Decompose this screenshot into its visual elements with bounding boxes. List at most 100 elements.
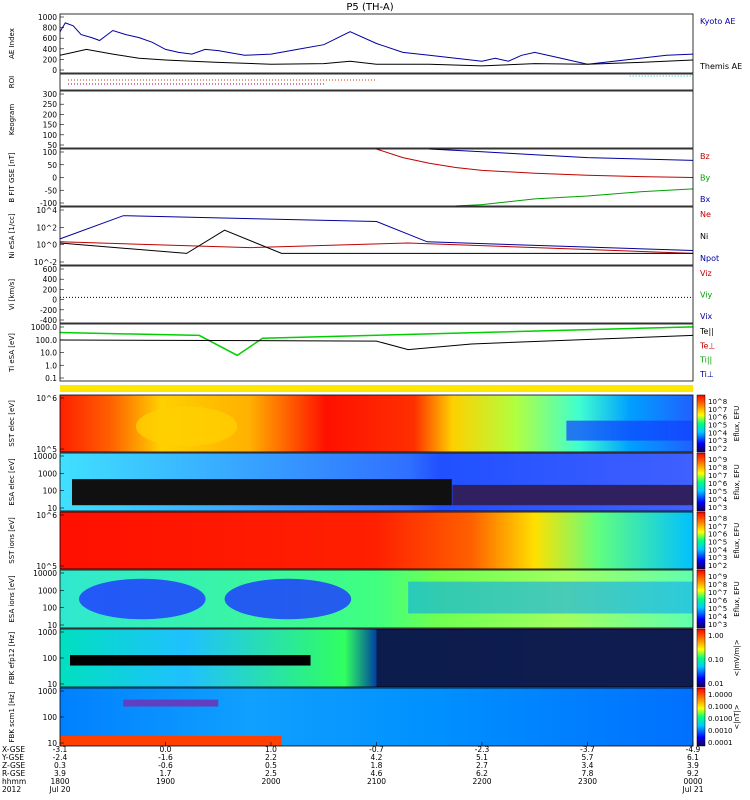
x-tick-value: 0.0: [160, 745, 172, 754]
x-row-label: 2012: [2, 785, 21, 794]
colorbar-tick: 10^7: [708, 472, 727, 480]
legend-ti⊥: Ti⊥: [699, 370, 714, 379]
ytick: 1000.0: [31, 323, 57, 332]
series-kyoto-ae: [59, 22, 694, 65]
ytick: 10.0: [40, 349, 57, 358]
ytick: 50: [47, 141, 57, 150]
series-by: [455, 188, 694, 207]
x-tick-value: 9.2: [687, 769, 699, 778]
x-tick-value: 2.2: [265, 753, 277, 762]
colorbar-tick: 10^5: [708, 422, 727, 430]
x-axis-labels: X-GSEY-GSEZ-GSER-GSEhhmm2012-3.1-2.40.33…: [1, 742, 704, 794]
x-tick-value: -4.9: [686, 745, 701, 754]
ytick: 50: [47, 161, 57, 170]
ytick: 600: [43, 34, 58, 43]
x-tick-value: -2.3: [475, 745, 490, 754]
x-tick-value: -3.1: [53, 745, 68, 754]
panel-ni: Ni eSA [1/cc] 10^4 10^2 10^0 10^-2 Ne Ni Npot: [8, 206, 719, 267]
legend-te||: Te||: [699, 327, 714, 336]
ytick: 200: [43, 285, 58, 294]
colorbar-tick: 10^8: [708, 398, 727, 406]
ytick: 10: [47, 739, 57, 748]
ylabel-esa_i: ESA ions [eV]: [8, 575, 16, 622]
ytick: 1000: [38, 13, 57, 22]
x-tick-value: 1.7: [160, 769, 172, 778]
panel-fbk_b: <|nT|>1.0000 0.1000 0.0100 0.0010 0.0001 FBK …: [8, 687, 741, 748]
ylabel-esa_e: ESA elec [eV]: [8, 458, 16, 505]
colorbar-tick: 10^8: [708, 581, 727, 589]
colorbar-tick: 0.1000: [708, 703, 733, 711]
colorbar-tick: 1.00: [708, 632, 724, 640]
ytick: 10^5: [36, 445, 57, 454]
ytick: 100: [43, 148, 58, 157]
colorbar-tick: 10^6: [708, 480, 728, 488]
panel-esa_i: Eflux, EFU 10^910^810^710^610^510^410^3 ES…: [8, 569, 741, 630]
legend-kyoto-ae: Kyoto AE: [700, 17, 735, 26]
legend-bx: Bx: [700, 195, 710, 204]
colorbar-tick: 0.10: [708, 656, 724, 664]
ylabel-ae: AE Index: [8, 28, 16, 59]
x-tick-value: 6.2: [476, 769, 488, 778]
legend-npot: Npot: [700, 254, 719, 263]
series-themis-ae: [59, 48, 694, 67]
ytick: 100: [43, 131, 58, 140]
x-tick-time: 2000: [261, 777, 280, 786]
colorbar-tick: 10^5: [708, 605, 727, 613]
x-row-label: R-GSE: [2, 769, 25, 778]
ytick: 200: [43, 55, 58, 64]
ytick: -400: [40, 316, 57, 325]
colorbar-tick: 10^6: [708, 597, 728, 605]
colorbar-tick: 10^6: [708, 531, 728, 539]
colorbar-label-fbk_e: <|mV/m|>: [733, 639, 741, 676]
ylabel-sst_i: SST ions [eV]: [8, 517, 16, 564]
ytick: -200: [40, 306, 57, 315]
colorbar-tick: 10^8: [708, 515, 727, 523]
x-tick-value: 2.5: [265, 769, 277, 778]
ytick: 1000: [38, 586, 57, 595]
series-te-par: [59, 334, 694, 351]
x-tick-value: -0.6: [158, 761, 173, 770]
series-ni: [59, 229, 693, 254]
panel-sst_e: Eflux, EFU10^810^710^610^510^410^310^2SS…: [8, 394, 741, 454]
ytick: 100: [43, 713, 58, 722]
colorbar-tick: 10^3: [708, 437, 727, 445]
ytick: 0: [52, 66, 57, 75]
panel-fbk_e: <|mV/m|> 1.00 0.10 0.01 FBK efp12 [Hz] 1000 10…: [8, 628, 741, 689]
colorbar-tick: 10^3: [708, 504, 727, 512]
ytick: 400: [43, 45, 58, 54]
legend-vix: Vix: [700, 312, 713, 321]
colorbar-tick: 10^4: [708, 613, 728, 621]
colorbar-tick: 1.0000: [708, 691, 733, 699]
status-bar: [60, 385, 693, 392]
colorbar-tick: 10^5: [708, 488, 727, 496]
x-tick-date: Jul 21: [682, 785, 704, 794]
x-tick-value: 2.7: [476, 761, 488, 770]
panel-bfit: B FIT GSE [nT] 100 50 0 -50 -100 Bz By Bx: [8, 148, 710, 208]
colorbar-tick: 10^8: [708, 464, 727, 472]
ytick: 0: [52, 296, 57, 305]
legend-ne: Ne: [700, 210, 711, 219]
ytick: 10^6: [36, 511, 57, 520]
x-row-label: hhmm: [2, 777, 26, 786]
ytick: 10^4: [36, 206, 57, 215]
series-ne: [59, 241, 694, 254]
ylabel-fbk_b: FBK scm1 [Hz]: [8, 691, 16, 742]
ytick: 10000: [33, 452, 57, 461]
x-tick-value: 5.7: [582, 753, 594, 762]
x-tick-value: 0.5: [265, 761, 277, 770]
colorbar-tick: 10^5: [708, 539, 727, 547]
x-tick-time: 1800: [50, 777, 69, 786]
x-tick-value: -2.4: [53, 753, 68, 762]
colorbar-tick: 10^4: [708, 429, 728, 437]
x-tick-value: 3.9: [687, 761, 699, 770]
ytick: 200: [43, 110, 58, 119]
colorbar-tick: 10^9: [708, 456, 727, 464]
panel-esa_e: Eflux, EFU 10^910^810^710^610^510^410^3 ES…: [8, 452, 741, 513]
ytick: 400: [43, 275, 58, 284]
ylabel-bfit: B FIT GSE [nT]: [8, 152, 16, 203]
colorbar-tick: 10^3: [708, 554, 727, 562]
ytick: 10^6: [36, 394, 57, 403]
x-tick-time: 2100: [367, 777, 386, 786]
